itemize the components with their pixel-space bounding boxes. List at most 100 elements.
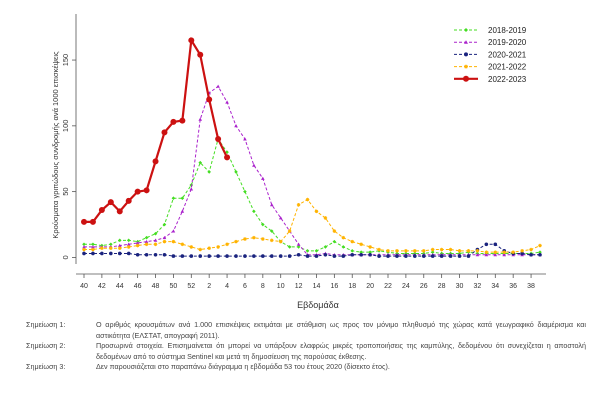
data-point bbox=[188, 37, 195, 44]
series-line bbox=[84, 198, 541, 253]
data-point bbox=[207, 246, 211, 251]
legend-label: 2018-2019 bbox=[488, 26, 527, 35]
note-3-label: Σημείωση 3: bbox=[26, 362, 66, 372]
data-point bbox=[475, 249, 480, 253]
chart-series-layer bbox=[81, 37, 542, 258]
data-point bbox=[134, 188, 141, 195]
x-tick-label: 50 bbox=[170, 283, 178, 290]
data-point bbox=[296, 242, 301, 246]
x-tick-label: 12 bbox=[295, 283, 303, 290]
data-point bbox=[386, 249, 390, 253]
data-point bbox=[162, 235, 167, 240]
data-point bbox=[117, 251, 122, 256]
data-point bbox=[287, 229, 292, 233]
data-point bbox=[91, 242, 95, 247]
data-point bbox=[484, 250, 489, 254]
data-point bbox=[323, 245, 328, 249]
data-point bbox=[261, 222, 265, 227]
data-point bbox=[144, 242, 149, 247]
x-tick-label: 42 bbox=[98, 283, 106, 290]
data-point bbox=[117, 246, 122, 251]
x-tick-label: 14 bbox=[313, 283, 321, 290]
data-point bbox=[109, 246, 113, 251]
data-point bbox=[296, 252, 301, 257]
data-point bbox=[421, 254, 426, 258]
data-point bbox=[529, 247, 533, 252]
data-point bbox=[413, 249, 417, 253]
x-tick-label: 4 bbox=[225, 283, 229, 290]
data-point bbox=[269, 229, 274, 233]
data-point bbox=[117, 238, 122, 243]
data-point bbox=[197, 51, 204, 58]
legend-swatch-marker bbox=[463, 75, 469, 82]
data-point bbox=[189, 187, 194, 191]
x-tick-label: 48 bbox=[152, 283, 160, 290]
data-point bbox=[287, 254, 292, 258]
data-point bbox=[404, 254, 408, 258]
data-point bbox=[413, 254, 417, 258]
data-point bbox=[171, 229, 176, 233]
data-point bbox=[143, 187, 150, 194]
data-point bbox=[225, 242, 229, 247]
data-point bbox=[153, 231, 158, 236]
legend-item: 2018-2019 bbox=[454, 26, 527, 35]
data-point bbox=[152, 158, 159, 165]
x-tick-label: 36 bbox=[509, 283, 517, 290]
data-point bbox=[332, 254, 337, 258]
data-point bbox=[278, 216, 283, 220]
data-point bbox=[332, 239, 337, 244]
x-tick-label: 38 bbox=[527, 283, 535, 290]
data-point bbox=[198, 117, 203, 121]
data-point bbox=[538, 250, 542, 254]
data-point bbox=[109, 251, 113, 256]
data-point bbox=[305, 254, 310, 258]
data-point bbox=[198, 247, 203, 252]
legend-label: 2019-2020 bbox=[488, 38, 527, 47]
data-point bbox=[153, 252, 158, 257]
data-point bbox=[484, 252, 489, 257]
data-point bbox=[180, 196, 185, 201]
data-point bbox=[198, 254, 203, 258]
series-2020-2021 bbox=[82, 242, 542, 258]
data-point bbox=[216, 84, 220, 88]
data-point bbox=[377, 254, 381, 258]
data-point bbox=[126, 245, 131, 249]
data-point bbox=[225, 100, 229, 104]
data-point bbox=[162, 239, 167, 244]
legend-swatch-marker bbox=[464, 52, 468, 57]
data-point bbox=[287, 245, 292, 249]
data-point bbox=[234, 124, 238, 128]
y-axis-label: Κρούσματα γριπώδους συνδρομής ανά 1000 ε… bbox=[51, 51, 60, 239]
x-tick-label: 30 bbox=[456, 283, 464, 290]
data-point bbox=[170, 118, 177, 125]
data-point bbox=[368, 252, 372, 257]
data-point bbox=[89, 218, 96, 225]
data-point bbox=[144, 252, 149, 257]
legend-swatch-marker bbox=[464, 64, 468, 69]
data-point bbox=[135, 243, 140, 248]
series-2022-2023 bbox=[81, 37, 231, 225]
data-point bbox=[109, 242, 113, 247]
series-line bbox=[84, 137, 541, 254]
x-axis-label: Εβδομάδα bbox=[297, 300, 339, 310]
note-1-label: Σημείωση 1: bbox=[26, 320, 66, 329]
data-point bbox=[520, 249, 524, 253]
data-point bbox=[171, 196, 176, 201]
data-point bbox=[82, 247, 86, 252]
y-tick-label: 0 bbox=[61, 255, 70, 259]
series-line bbox=[84, 37, 229, 223]
data-point bbox=[341, 245, 346, 249]
data-point bbox=[332, 229, 337, 233]
x-tick-label: 46 bbox=[134, 283, 142, 290]
series-line bbox=[84, 243, 540, 257]
x-tick-label: 20 bbox=[366, 283, 374, 290]
data-point bbox=[243, 254, 247, 258]
data-point bbox=[493, 242, 498, 247]
data-point bbox=[180, 209, 185, 213]
data-point bbox=[91, 251, 95, 256]
note-1: Σημείωση 1: Ο αριθμός κρουσμάτων ανά 1.0… bbox=[26, 320, 586, 341]
data-point bbox=[252, 209, 256, 214]
data-point bbox=[98, 207, 105, 214]
data-point bbox=[161, 129, 168, 136]
data-point bbox=[350, 252, 355, 257]
